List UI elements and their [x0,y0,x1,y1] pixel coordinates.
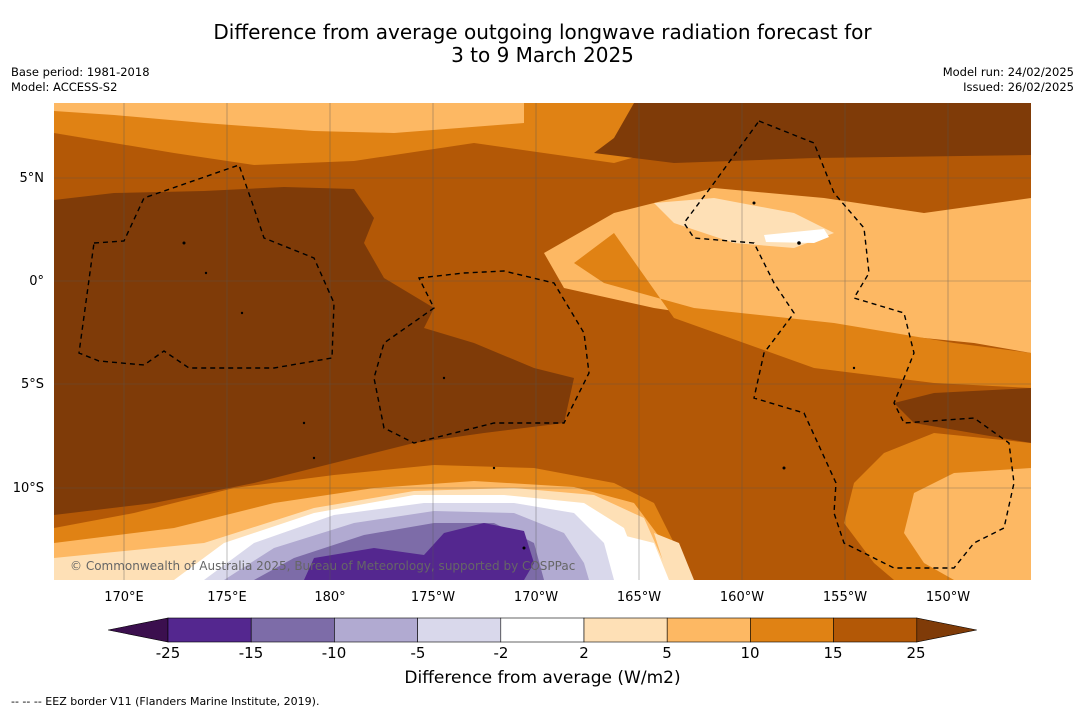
colorbar-segment [500,617,585,643]
anomaly-region-west-dark [54,187,574,515]
title-line-1: Difference from average outgoing longwav… [213,20,872,44]
colorbar-segment [666,617,751,643]
base-period: Base period: 1981-2018 [11,65,150,79]
issued-date: Issued: 26/02/2025 [963,80,1074,94]
anomaly-region-se-dark [894,388,1031,443]
lat-label-0: 0° [29,274,44,289]
colorbar-tick: 5 [662,644,672,662]
map-svg [54,103,1031,580]
islands [182,201,856,550]
eez-footnote: -- -- -- EEZ border V11 (Flanders Marine… [11,695,320,708]
colorbar-extend-low [107,617,169,643]
anomaly-region-south-pale-edge [654,533,694,580]
title-line-2: 3 to 9 March 2025 [451,43,634,67]
colorbar-segment [334,617,418,643]
colorbar-extend-high [916,617,977,643]
copyright-credit: © Commonwealth of Australia 2025, Bureau… [70,559,576,573]
anomaly-region-south-deep-purple [304,523,534,580]
colorbar-tick: 25 [906,644,926,662]
anomaly-region-ne-dark [594,103,1031,163]
lat-label-5s: 5°S [20,377,44,392]
colorbar-segment [833,617,918,643]
colorbar-tick: -2 [493,644,509,662]
lat-label-5n: 5°N [19,171,45,186]
lon-label-160w: 160°W [719,590,765,605]
colorbar-tick: -25 [155,644,181,662]
anomaly-region-east-light [544,188,1031,353]
model-run: Model run: 24/02/2025 [942,65,1074,79]
anomaly-region-east-mid [574,233,1031,388]
anomaly-region-se-light [904,468,1031,580]
anomaly-region-nw-light [54,103,524,133]
colorbar [107,616,978,644]
colorbar-svg [107,617,977,643]
lon-label-175w: 175°W [410,590,456,605]
lon-label-155w: 155°W [822,590,868,605]
colorbar-tick: 10 [740,644,760,662]
map-panel [54,103,1031,580]
map-title: Difference from average outgoing longwav… [0,21,1085,67]
colorbar-tick: 2 [579,644,589,662]
colorbar-tick: 15 [823,644,843,662]
colorbar-segment [583,617,668,643]
colorbar-segment [417,617,502,643]
meta-right: Model run: 24/02/2025 Issued: 26/02/2025 [943,65,1074,95]
colorbar-tick: -5 [410,644,426,662]
colorbar-segment [250,617,335,643]
lat-label-10s: 10°S [12,481,44,496]
anomaly-region-south-white-edge [614,533,669,580]
lon-label-150w: 150°W [925,590,971,605]
lon-label-170w: 170°W [513,590,559,605]
anomaly-region-east-white [764,229,829,243]
model-name: Model: ACCESS-S2 [11,80,118,94]
colorbar-segment [750,617,834,643]
colorbar-tick: -10 [321,644,347,662]
graticule [54,103,1031,580]
colorbar-tick: -15 [238,644,264,662]
colorbar-label: Difference from average (W/m2) [404,668,681,688]
lon-label-180: 180° [314,590,346,605]
lon-label-170e: 170°E [104,590,144,605]
lon-label-165w: 165°W [616,590,662,605]
eez-borders [78,120,1015,569]
lon-label-175e: 175°E [207,590,247,605]
colorbar-segment [167,617,252,643]
meta-left: Base period: 1981-2018 Model: ACCESS-S2 [11,65,150,95]
